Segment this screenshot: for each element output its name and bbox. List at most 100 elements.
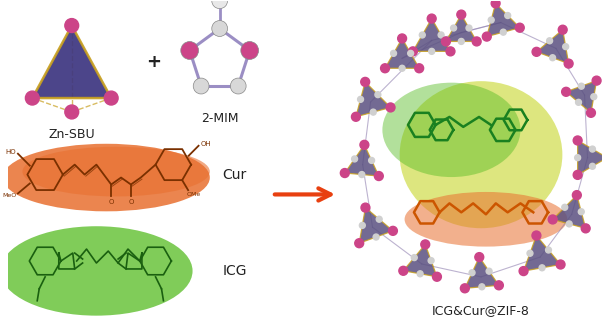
Circle shape (104, 91, 118, 105)
Circle shape (441, 37, 450, 46)
Text: O: O (109, 199, 114, 205)
Circle shape (500, 29, 507, 35)
Text: ICG&Cur@ZIF-8: ICG&Cur@ZIF-8 (432, 304, 530, 317)
Circle shape (573, 136, 582, 145)
Circle shape (519, 267, 528, 275)
Circle shape (181, 41, 198, 59)
Polygon shape (566, 81, 596, 113)
Circle shape (419, 32, 425, 38)
Circle shape (581, 224, 590, 233)
Circle shape (578, 209, 584, 215)
Circle shape (230, 78, 246, 94)
Circle shape (391, 50, 397, 56)
Circle shape (482, 32, 491, 41)
Circle shape (352, 156, 358, 162)
Polygon shape (345, 145, 379, 176)
Ellipse shape (405, 192, 567, 247)
Circle shape (532, 48, 541, 56)
Circle shape (361, 203, 370, 212)
Text: OH: OH (201, 141, 211, 147)
Polygon shape (553, 195, 586, 228)
Circle shape (461, 284, 469, 293)
Circle shape (399, 65, 405, 71)
Text: ICG: ICG (223, 264, 247, 278)
Circle shape (556, 260, 565, 269)
Circle shape (359, 222, 365, 229)
Circle shape (411, 255, 417, 261)
Circle shape (527, 250, 533, 256)
Ellipse shape (400, 81, 563, 228)
Circle shape (428, 14, 436, 23)
Circle shape (590, 163, 595, 169)
Circle shape (547, 38, 552, 44)
Circle shape (475, 253, 484, 262)
Polygon shape (356, 82, 391, 117)
Circle shape (376, 216, 382, 222)
Circle shape (516, 23, 524, 32)
Circle shape (472, 37, 481, 46)
Circle shape (360, 140, 369, 149)
Circle shape (408, 47, 417, 56)
Circle shape (587, 108, 595, 117)
Circle shape (561, 87, 570, 96)
Polygon shape (487, 3, 520, 37)
Circle shape (438, 32, 444, 38)
Circle shape (469, 270, 475, 276)
Circle shape (549, 55, 555, 61)
Circle shape (368, 158, 374, 163)
Circle shape (486, 268, 492, 274)
Circle shape (421, 240, 430, 249)
Circle shape (572, 191, 581, 200)
Circle shape (415, 64, 424, 73)
Text: +: + (146, 53, 161, 71)
Polygon shape (537, 30, 569, 64)
Circle shape (505, 13, 511, 19)
Circle shape (397, 34, 406, 43)
Circle shape (563, 44, 569, 50)
Text: HO: HO (5, 149, 16, 155)
Polygon shape (446, 14, 476, 41)
Ellipse shape (382, 83, 520, 177)
Circle shape (466, 25, 472, 31)
Circle shape (375, 92, 381, 98)
Circle shape (25, 91, 39, 105)
Circle shape (532, 231, 541, 240)
Ellipse shape (0, 226, 192, 316)
Circle shape (212, 21, 227, 37)
Circle shape (578, 83, 584, 89)
Polygon shape (465, 257, 499, 288)
Circle shape (488, 17, 494, 23)
Circle shape (566, 221, 572, 227)
Circle shape (576, 99, 581, 105)
Circle shape (446, 47, 455, 56)
Polygon shape (523, 236, 561, 271)
Circle shape (352, 112, 361, 121)
Circle shape (386, 103, 395, 112)
Circle shape (340, 169, 349, 178)
Circle shape (358, 96, 364, 102)
Circle shape (373, 234, 379, 240)
Circle shape (417, 271, 423, 277)
Ellipse shape (3, 144, 210, 211)
Text: 2-MIM: 2-MIM (201, 112, 238, 125)
Circle shape (428, 258, 434, 264)
Circle shape (361, 77, 370, 86)
Circle shape (65, 19, 78, 32)
Circle shape (458, 39, 464, 44)
Polygon shape (413, 19, 450, 51)
Circle shape (408, 50, 414, 56)
Text: Cur: Cur (223, 168, 247, 182)
Circle shape (388, 226, 397, 235)
Circle shape (479, 284, 485, 290)
Text: OMe: OMe (186, 192, 200, 196)
Circle shape (494, 281, 504, 290)
Polygon shape (578, 141, 603, 175)
Circle shape (457, 10, 466, 19)
Circle shape (380, 64, 390, 73)
Circle shape (591, 94, 597, 100)
Circle shape (450, 25, 456, 31)
Circle shape (562, 204, 567, 210)
Circle shape (539, 265, 545, 271)
Circle shape (193, 78, 209, 94)
Circle shape (575, 155, 581, 160)
